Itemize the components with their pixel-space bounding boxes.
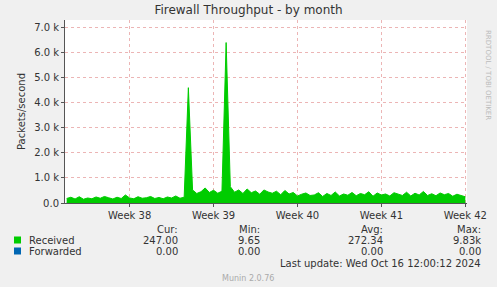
svg-text:1.0 k: 1.0 k bbox=[34, 172, 59, 183]
svg-text:Min:: Min: bbox=[239, 224, 260, 235]
svg-text:Last update: Wed Oct 16 12:00:: Last update: Wed Oct 16 12:00:12 2024 bbox=[280, 258, 481, 269]
svg-text:Firewall Throughput - by month: Firewall Throughput - by month bbox=[154, 3, 342, 17]
svg-text:247.00: 247.00 bbox=[143, 235, 178, 246]
svg-text:7.0 k: 7.0 k bbox=[34, 22, 59, 33]
svg-text:4.0 k: 4.0 k bbox=[34, 97, 59, 108]
svg-text:9.65: 9.65 bbox=[238, 235, 260, 246]
svg-text:Munin 2.0.76: Munin 2.0.76 bbox=[222, 274, 274, 283]
svg-text:0.00: 0.00 bbox=[459, 246, 481, 257]
svg-text:Packets/second: Packets/second bbox=[16, 73, 27, 150]
svg-text:0.00: 0.00 bbox=[238, 246, 260, 257]
svg-text:Cur:: Cur: bbox=[157, 224, 178, 235]
svg-text:3.0 k: 3.0 k bbox=[34, 122, 59, 133]
svg-text:Forwarded: Forwarded bbox=[29, 246, 82, 257]
svg-text:2.0 k: 2.0 k bbox=[34, 147, 59, 158]
svg-text:Week 42: Week 42 bbox=[444, 210, 487, 221]
svg-text:Max:: Max: bbox=[457, 224, 481, 235]
svg-text:Week 38: Week 38 bbox=[108, 210, 151, 221]
svg-text:Week 41: Week 41 bbox=[360, 210, 403, 221]
svg-text:5.0 k: 5.0 k bbox=[34, 72, 59, 83]
svg-text:Week 39: Week 39 bbox=[192, 210, 235, 221]
svg-text:6.0 k: 6.0 k bbox=[34, 47, 59, 58]
svg-text:RRDTOOL / TOBI OETIKER: RRDTOOL / TOBI OETIKER bbox=[484, 30, 492, 120]
svg-text:Received: Received bbox=[29, 235, 75, 246]
svg-text:0.0: 0.0 bbox=[43, 198, 59, 209]
svg-text:9.83k: 9.83k bbox=[453, 235, 481, 246]
svg-text:Avg:: Avg: bbox=[361, 224, 383, 235]
svg-text:272.34: 272.34 bbox=[348, 235, 383, 246]
svg-text:0.00: 0.00 bbox=[156, 246, 178, 257]
svg-text:0.00: 0.00 bbox=[361, 246, 383, 257]
svg-text:Week 40: Week 40 bbox=[276, 210, 319, 221]
